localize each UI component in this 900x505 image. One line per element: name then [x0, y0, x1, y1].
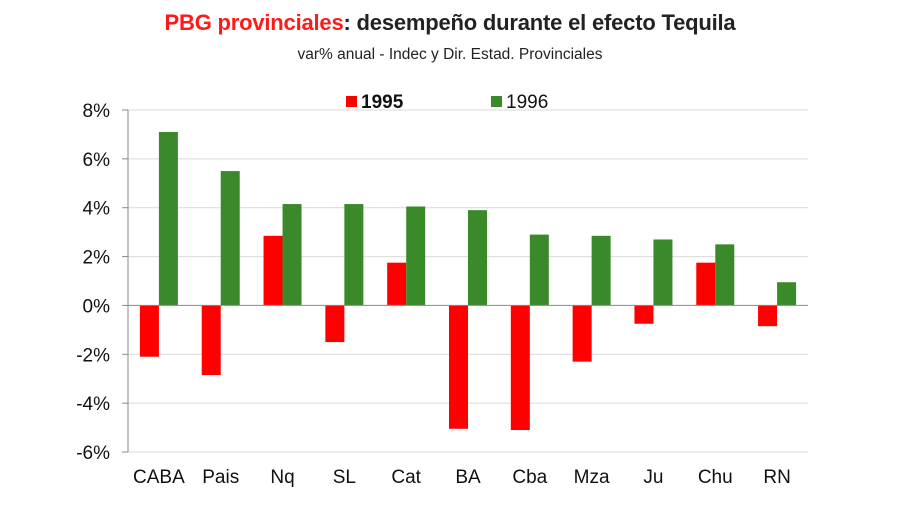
y-tick-label: 6%	[83, 150, 111, 171]
chart-title: PBG provinciales: desempeño durante el e…	[0, 10, 900, 36]
x-tick-label: RN	[763, 467, 790, 488]
x-tick-label: Nq	[270, 467, 294, 488]
legend-swatch-1995	[346, 96, 357, 107]
y-tick-label: 8%	[83, 101, 111, 122]
y-tick-label: -2%	[76, 345, 110, 366]
x-tick-label: SL	[333, 467, 356, 488]
bar-1995-nq	[263, 235, 283, 306]
legend-label-1995: 1995	[361, 92, 404, 113]
y-tick-label: 4%	[83, 199, 111, 220]
x-axis: CABA Pais Nq SL Cat BA Cba Mza Ju Chu RN	[128, 304, 808, 488]
x-tick-label: Pais	[202, 467, 239, 488]
bar-1996-ba	[468, 210, 487, 306]
chart-title-highlight: PBG provinciales	[164, 10, 344, 35]
bar-1996-mza	[591, 235, 611, 306]
x-tick-label: CABA	[133, 467, 185, 488]
y-tick-label: 0%	[83, 296, 111, 317]
y-tick-label: 2%	[83, 248, 111, 269]
bar-1995-ju	[634, 305, 654, 324]
legend: 1995 1996	[346, 92, 548, 113]
bar-1995-ba	[449, 305, 468, 429]
bar-1996-rn	[777, 282, 797, 306]
x-tick-label: Cba	[512, 467, 547, 488]
y-tick-label: -4%	[76, 394, 110, 415]
chart-subtitle: var% anual - Indec y Dir. Estad. Provinc…	[297, 46, 603, 63]
x-tick-label: Mza	[574, 467, 610, 488]
bar-1996-sl	[344, 204, 364, 306]
bar-1996-cba	[529, 234, 549, 306]
bar-1996-caba	[158, 131, 178, 306]
bar-1996-pais	[220, 171, 240, 306]
x-tick-label: Chu	[698, 467, 733, 488]
bar-1995-rn	[758, 305, 778, 327]
y-tick-label: -6%	[76, 443, 110, 464]
legend-label-1996: 1996	[506, 92, 548, 113]
bar-1995-chu	[696, 262, 716, 306]
y-axis: 8% 6% 4% 2% 0% -2% -4% -6%	[76, 101, 129, 464]
bar-1996-chu	[715, 244, 735, 306]
bar-1996-cat	[406, 206, 426, 306]
bar-1995-caba	[139, 305, 159, 357]
x-tick-label: Ju	[643, 467, 663, 488]
bar-1995-cat	[387, 262, 407, 306]
bar-1995-pais	[201, 305, 221, 376]
bar-1995-mza	[572, 305, 592, 362]
chart-title-rest: : desempeño durante el efecto Tequila	[343, 10, 736, 35]
bar-1996-nq	[282, 204, 302, 306]
bars	[139, 131, 797, 431]
x-tick-label: BA	[455, 467, 481, 488]
bar-1996-ju	[653, 239, 673, 306]
x-tick-label: Cat	[391, 467, 421, 488]
legend-swatch-1996	[491, 96, 502, 107]
bar-1995-cba	[510, 305, 530, 431]
bar-1995-sl	[325, 305, 345, 343]
